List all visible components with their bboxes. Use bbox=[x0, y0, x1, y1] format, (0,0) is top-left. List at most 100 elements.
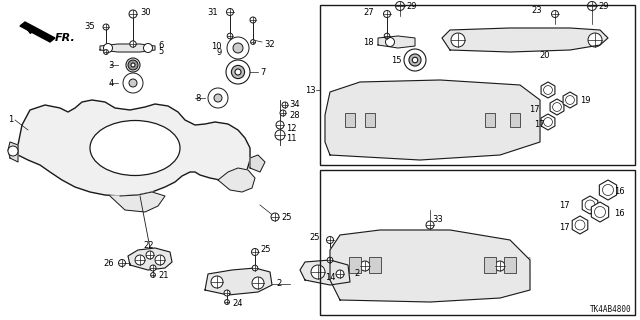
Circle shape bbox=[227, 37, 249, 59]
Text: 16: 16 bbox=[614, 210, 625, 219]
Polygon shape bbox=[250, 155, 265, 172]
Text: 19: 19 bbox=[580, 95, 591, 105]
Text: 10: 10 bbox=[211, 42, 222, 51]
Polygon shape bbox=[330, 230, 530, 302]
Bar bbox=[485, 113, 495, 127]
Circle shape bbox=[552, 11, 559, 18]
Text: 32: 32 bbox=[264, 39, 275, 49]
Text: 13: 13 bbox=[305, 85, 316, 94]
Polygon shape bbox=[20, 22, 55, 42]
Circle shape bbox=[155, 255, 165, 265]
Text: 14: 14 bbox=[325, 274, 335, 283]
Text: 17: 17 bbox=[529, 105, 540, 114]
Text: 25: 25 bbox=[310, 234, 320, 243]
Bar bbox=[369, 257, 381, 273]
Polygon shape bbox=[550, 99, 564, 115]
Bar bbox=[320, 5, 635, 165]
Circle shape bbox=[327, 257, 333, 263]
Bar bbox=[365, 113, 375, 127]
Text: 22: 22 bbox=[144, 241, 154, 250]
Circle shape bbox=[252, 265, 258, 271]
Text: 11: 11 bbox=[286, 133, 296, 142]
Polygon shape bbox=[582, 196, 598, 214]
Text: TK4AB4800: TK4AB4800 bbox=[590, 305, 632, 314]
Circle shape bbox=[211, 276, 223, 288]
Polygon shape bbox=[18, 100, 250, 196]
Circle shape bbox=[326, 236, 333, 244]
Text: 25: 25 bbox=[260, 245, 271, 254]
Circle shape bbox=[588, 2, 596, 11]
Text: 16: 16 bbox=[614, 188, 625, 196]
Text: 3: 3 bbox=[109, 60, 114, 69]
Circle shape bbox=[384, 33, 390, 39]
Text: 17: 17 bbox=[534, 119, 545, 129]
Circle shape bbox=[130, 41, 136, 47]
Text: 29: 29 bbox=[406, 2, 417, 11]
Polygon shape bbox=[300, 260, 350, 285]
Text: 12: 12 bbox=[286, 124, 296, 132]
Text: 8: 8 bbox=[196, 93, 201, 102]
Polygon shape bbox=[218, 168, 255, 192]
Circle shape bbox=[146, 251, 154, 259]
Circle shape bbox=[103, 24, 109, 30]
Circle shape bbox=[404, 49, 426, 71]
Text: 17: 17 bbox=[559, 222, 570, 231]
Circle shape bbox=[135, 255, 145, 265]
Circle shape bbox=[126, 58, 140, 72]
Bar bbox=[484, 257, 496, 273]
Circle shape bbox=[224, 290, 230, 296]
Circle shape bbox=[118, 260, 125, 267]
Polygon shape bbox=[378, 36, 415, 48]
Circle shape bbox=[227, 9, 234, 15]
Circle shape bbox=[252, 277, 264, 289]
Bar bbox=[504, 257, 516, 273]
Circle shape bbox=[252, 249, 259, 255]
Circle shape bbox=[214, 94, 222, 102]
Polygon shape bbox=[110, 192, 165, 212]
Text: 29: 29 bbox=[598, 2, 609, 11]
Polygon shape bbox=[563, 92, 577, 108]
Text: 2: 2 bbox=[276, 279, 281, 289]
Polygon shape bbox=[591, 202, 609, 222]
Text: 27: 27 bbox=[364, 7, 374, 17]
Text: 15: 15 bbox=[392, 55, 402, 65]
Circle shape bbox=[396, 2, 404, 11]
Circle shape bbox=[232, 65, 244, 79]
Circle shape bbox=[360, 261, 370, 271]
Circle shape bbox=[426, 221, 434, 229]
Text: 5: 5 bbox=[158, 46, 163, 55]
Circle shape bbox=[150, 265, 156, 271]
Ellipse shape bbox=[90, 121, 180, 175]
Text: 17: 17 bbox=[559, 202, 570, 211]
Polygon shape bbox=[572, 216, 588, 234]
Circle shape bbox=[8, 146, 18, 156]
Circle shape bbox=[412, 57, 418, 63]
Polygon shape bbox=[599, 180, 617, 200]
Polygon shape bbox=[205, 268, 272, 295]
Circle shape bbox=[123, 73, 143, 93]
Circle shape bbox=[208, 88, 228, 108]
Text: 34: 34 bbox=[289, 100, 300, 108]
Circle shape bbox=[251, 40, 255, 44]
Circle shape bbox=[271, 213, 279, 221]
Circle shape bbox=[409, 54, 421, 66]
Text: FR.: FR. bbox=[55, 33, 76, 43]
Text: 33: 33 bbox=[432, 215, 443, 225]
Text: 25: 25 bbox=[281, 213, 291, 222]
Circle shape bbox=[226, 60, 250, 84]
Bar bbox=[345, 113, 355, 127]
Circle shape bbox=[128, 60, 138, 70]
Bar bbox=[349, 257, 361, 273]
Text: 23: 23 bbox=[531, 5, 542, 14]
Circle shape bbox=[383, 11, 390, 18]
Text: 2: 2 bbox=[354, 269, 359, 278]
Polygon shape bbox=[128, 248, 172, 270]
Circle shape bbox=[280, 110, 286, 116]
Text: 21: 21 bbox=[158, 271, 168, 281]
Text: 24: 24 bbox=[232, 300, 243, 308]
Circle shape bbox=[276, 121, 284, 129]
Circle shape bbox=[225, 300, 229, 304]
Text: 7: 7 bbox=[260, 68, 266, 76]
Circle shape bbox=[129, 10, 137, 18]
Text: 30: 30 bbox=[140, 7, 150, 17]
